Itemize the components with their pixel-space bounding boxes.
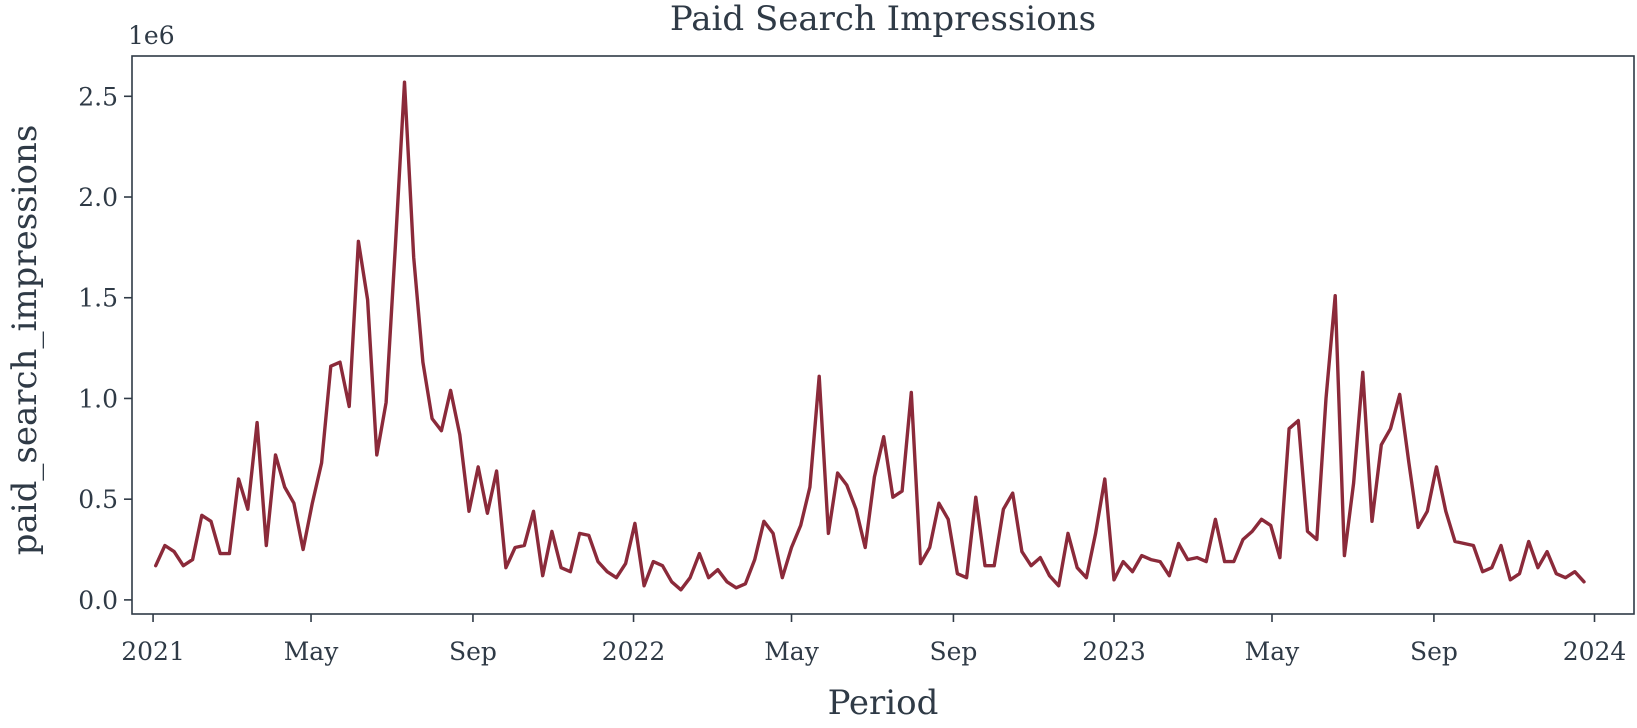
x-axis: 2021 May Sep 2022 May Sep 2023 May Sep 2024 [121,614,1626,666]
chart-title: Paid Search Impressions [670,0,1096,39]
y-tick-label: 2.5 [78,82,118,111]
x-tick-label: May [764,637,820,666]
x-tick-label: 2023 [1082,637,1146,666]
x-axis-label: Period [828,683,939,723]
x-tick-label: Sep [449,637,497,666]
plot-frame [131,55,1635,615]
y-axis-offset-label: 1e6 [128,21,175,50]
y-axis-label: paid_search_impressions [5,125,45,556]
y-tick-label: 0.0 [78,586,118,615]
x-tick-label: Sep [1410,637,1458,666]
x-tick-label: 2021 [121,637,185,666]
y-tick-label: 1.5 [78,284,118,313]
x-tick-label: May [284,637,340,666]
y-tick-label: 1.0 [78,384,118,413]
y-tick-label: 2.0 [78,183,118,212]
x-tick-label: 2022 [602,637,666,666]
series-group [153,80,1586,592]
series-line [153,80,1586,592]
x-tick-label: 2024 [1563,637,1627,666]
y-tick-label: 0.5 [78,485,118,514]
x-tick-label: Sep [929,637,977,666]
y-axis: 0.0 0.5 1.0 1.5 2.0 2.5 [78,82,132,615]
x-tick-label: May [1245,637,1301,666]
